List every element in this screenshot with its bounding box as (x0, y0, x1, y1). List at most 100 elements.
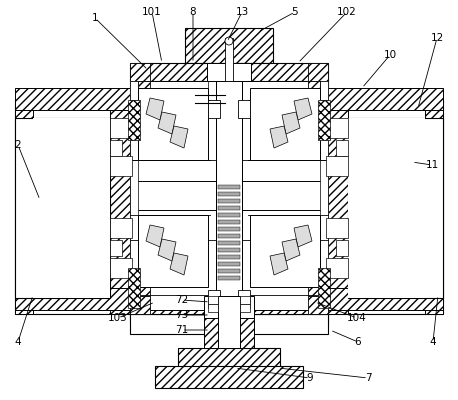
Text: 104: 104 (347, 313, 367, 323)
Bar (218, 262, 240, 266)
Bar (328, 88, 443, 110)
Bar (218, 192, 240, 196)
Bar (250, 88, 320, 160)
Bar (110, 100, 130, 314)
Bar (336, 240, 348, 256)
Bar (218, 241, 240, 245)
Bar (15, 100, 130, 314)
Text: 101: 101 (142, 7, 162, 17)
Bar (425, 100, 443, 314)
Bar (326, 156, 348, 176)
Text: 6: 6 (354, 337, 361, 347)
Polygon shape (294, 225, 312, 247)
Bar (155, 366, 303, 388)
Bar (218, 185, 240, 189)
Bar (130, 63, 328, 81)
Text: 4: 4 (15, 337, 22, 347)
Bar (218, 213, 240, 217)
Text: 102: 102 (337, 7, 357, 17)
Bar (218, 199, 240, 203)
Bar (110, 156, 132, 176)
Bar (318, 100, 330, 140)
Bar (218, 255, 240, 259)
Bar (207, 63, 251, 81)
Bar (326, 118, 348, 138)
Bar (110, 140, 122, 156)
Bar (204, 318, 254, 348)
Bar (326, 218, 348, 238)
Text: 5: 5 (292, 7, 298, 17)
Bar (204, 296, 254, 318)
Bar (110, 258, 132, 278)
Text: 11: 11 (425, 160, 439, 170)
Bar (308, 278, 328, 296)
Bar (33, 118, 110, 298)
Bar (240, 304, 250, 312)
Bar (208, 290, 220, 308)
Bar (130, 278, 150, 296)
Polygon shape (170, 126, 188, 148)
Bar (218, 269, 240, 273)
Text: 2: 2 (15, 140, 22, 150)
Bar (130, 81, 150, 103)
Bar (130, 210, 220, 310)
Text: 8: 8 (190, 7, 196, 17)
Text: 103: 103 (108, 313, 128, 323)
Bar (218, 276, 240, 280)
Bar (320, 81, 328, 296)
Bar (336, 140, 348, 156)
Bar (250, 215, 320, 287)
Polygon shape (158, 239, 176, 261)
Bar (185, 28, 273, 63)
Bar (225, 38, 233, 81)
Text: 10: 10 (383, 50, 397, 60)
Text: 9: 9 (307, 373, 313, 383)
Bar (218, 206, 240, 210)
Bar (208, 100, 220, 118)
Bar (218, 234, 240, 238)
Bar (130, 296, 328, 314)
Polygon shape (294, 98, 312, 120)
Bar (318, 268, 330, 308)
Text: 72: 72 (175, 295, 189, 305)
Bar (15, 88, 130, 110)
Bar (130, 296, 150, 314)
Bar (130, 63, 150, 81)
Bar (110, 218, 132, 238)
Circle shape (225, 37, 233, 45)
Polygon shape (270, 253, 288, 275)
Bar (130, 314, 328, 334)
Bar (308, 63, 328, 81)
Polygon shape (158, 112, 176, 134)
Bar (308, 81, 328, 103)
Bar (15, 100, 33, 314)
Bar (110, 240, 122, 256)
Bar (110, 118, 132, 138)
Bar (216, 81, 242, 296)
Bar (130, 81, 220, 181)
Bar (348, 118, 425, 298)
Bar (138, 88, 208, 160)
Polygon shape (282, 112, 300, 134)
Bar (15, 118, 110, 298)
Bar (348, 118, 443, 298)
Bar (328, 100, 443, 314)
Bar (218, 227, 240, 231)
Text: 13: 13 (235, 7, 249, 17)
Bar (218, 296, 240, 348)
Bar (238, 210, 328, 310)
Bar (328, 288, 443, 310)
Bar (326, 258, 348, 278)
Bar (15, 288, 130, 310)
Bar (128, 100, 140, 140)
Text: 73: 73 (175, 310, 189, 320)
Polygon shape (170, 253, 188, 275)
Polygon shape (146, 225, 164, 247)
Bar (208, 296, 218, 304)
Bar (308, 296, 328, 314)
Polygon shape (270, 126, 288, 148)
Text: 7: 7 (365, 373, 371, 383)
Bar (238, 100, 250, 118)
Text: 12: 12 (431, 33, 444, 43)
Polygon shape (282, 239, 300, 261)
